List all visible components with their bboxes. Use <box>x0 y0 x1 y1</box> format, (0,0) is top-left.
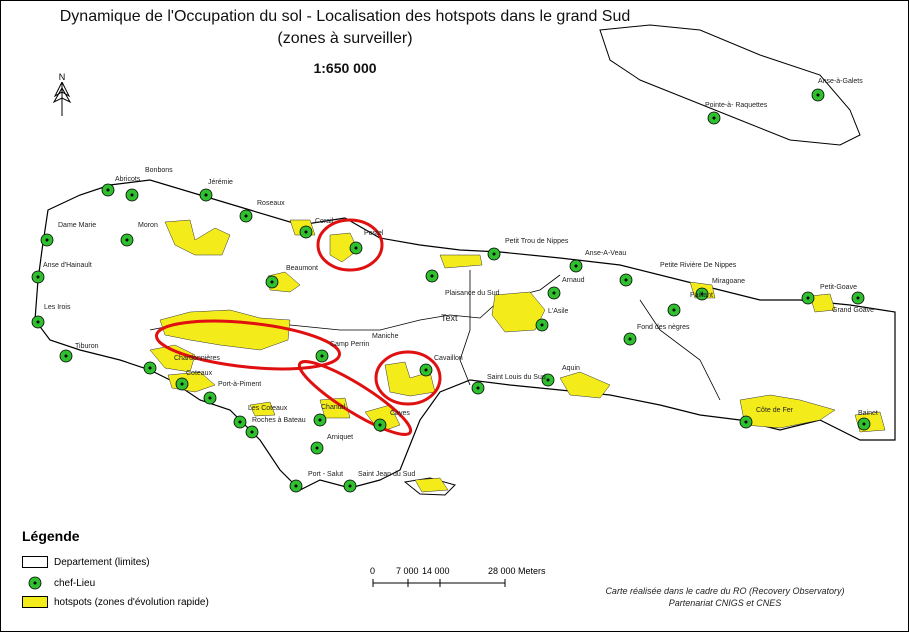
place-label: Roches à Bateau <box>252 417 306 424</box>
legend-label: hotspots (zones d'évolution rapide) <box>54 596 209 608</box>
zones-to-watch <box>154 218 442 436</box>
scale-label: 14 000 <box>422 566 450 576</box>
place-label: Arnaud <box>562 277 585 284</box>
place-label: Aquin <box>562 365 580 372</box>
watch-zone-circle <box>154 319 342 371</box>
hotspot <box>439 254 483 269</box>
place-label: Fond des nègres <box>637 324 690 331</box>
place-label: Cayes <box>390 410 410 417</box>
place-label: Roseaux <box>257 200 285 207</box>
north-arrow-icon <box>52 80 72 116</box>
place-label: Les Coteaux <box>248 405 288 412</box>
watch-zone-circle <box>374 350 442 406</box>
watch-zone-circle <box>316 218 384 272</box>
place-label: Coteaux <box>186 370 213 377</box>
map-subtitle: (zones à surveiller) <box>277 30 413 47</box>
legend-label: chef-Lieu <box>54 577 96 589</box>
place-label: Saint Jean du Sud <box>358 471 416 478</box>
place-label: L'Asile <box>548 308 569 315</box>
legend-title: Légende <box>22 528 80 544</box>
department-swatch <box>22 556 48 568</box>
place-label: Pointe-à- Raquettes <box>705 102 768 109</box>
gonave-island <box>599 24 861 146</box>
chef-lieu-symbol-icon <box>28 576 42 590</box>
place-label: Cavaillon <box>434 355 463 362</box>
place-label: Plaisance du Sud <box>445 290 500 297</box>
hotspot <box>384 361 436 397</box>
chef-lieu-centers <box>36 93 866 488</box>
map-scale-ratio: 1:650 000 <box>313 60 377 76</box>
map-title: Dynamique de l'Occupation du sol - Local… <box>59 8 631 25</box>
scale-label: 0 <box>370 566 376 576</box>
place-label: Saint Louis du Sud <box>487 374 546 381</box>
north-label: N <box>58 72 66 82</box>
place-label: Côte de Fer <box>756 407 793 414</box>
place-label: Petite Rivière De Nippes <box>660 262 737 269</box>
scale-bar: 0 7 000 14 000 28 000 Meters <box>370 566 550 590</box>
place-label: Anse-A-Veau <box>585 250 627 257</box>
place-label: Text <box>441 313 458 323</box>
hotspot <box>414 477 449 493</box>
scale-bar-graphic <box>372 579 506 587</box>
place-label: Maniche <box>372 333 399 340</box>
north-arrow: N <box>52 72 72 118</box>
department-boundary <box>639 299 721 401</box>
legend-item-chef-lieu: chef-Lieu <box>22 576 95 590</box>
place-label: Chantal <box>321 404 346 411</box>
place-label: Miragoane <box>712 278 746 285</box>
place-label: Port - Salut <box>308 471 344 478</box>
legend-item-department: Departement (limites) <box>22 556 150 568</box>
hotspot <box>491 291 546 333</box>
place-label: Les Irois <box>44 304 71 311</box>
place-label: Port-à-Piment <box>218 381 262 388</box>
place-label: Abricots <box>115 176 141 183</box>
place-label: Anse d'Hainault <box>43 262 92 269</box>
place-label: Jérémie <box>208 179 233 186</box>
hotspot-swatch <box>22 596 48 608</box>
place-label: Paillant <box>690 292 713 299</box>
hotspot <box>149 344 196 373</box>
department-boundary <box>459 270 471 386</box>
place-label: Arniquet <box>327 434 354 441</box>
legend-label: Departement (limites) <box>54 556 150 568</box>
watch-zone-circle <box>297 360 413 436</box>
credit-line: Carte réalisée dans le cadre du RO (Reco… <box>605 586 845 596</box>
place-label: Pestel <box>364 230 384 237</box>
hotspot <box>319 397 351 419</box>
place-label: Anse-à-Galets <box>818 78 863 85</box>
hotspot <box>559 371 611 399</box>
legend-item-hotspot: hotspots (zones d'évolution rapide) <box>22 596 209 608</box>
place-label: Chardonnières <box>174 355 220 362</box>
place-label: Petit-Goave <box>820 284 857 291</box>
place-label: Grand Goave <box>832 307 875 314</box>
place-label: Camp Perrin <box>330 341 370 348</box>
hotspot <box>159 309 291 351</box>
hotspot <box>329 232 359 263</box>
place-label: Dame Marie <box>58 222 97 229</box>
place-label: Tiburon <box>75 343 99 350</box>
peninsula-outline <box>34 179 896 491</box>
place-label: Bainet <box>858 410 878 417</box>
place-label: Beaumont <box>286 265 318 272</box>
hotspot <box>809 293 836 313</box>
hotspot <box>249 401 276 417</box>
place-label: Petit Trou de Nippes <box>505 238 569 245</box>
scale-label: 28 000 Meters <box>488 566 546 576</box>
place-label: Moron <box>138 222 158 229</box>
place-label: Corail <box>315 218 334 225</box>
hotspot <box>164 219 231 256</box>
scale-label: 7 000 <box>396 566 419 576</box>
map-credit: Carte réalisée dans le cadre du RO (Reco… <box>560 585 890 609</box>
credit-line: Partenariat CNIGS et CNES <box>668 598 782 608</box>
place-label: Bonbons <box>145 167 173 174</box>
